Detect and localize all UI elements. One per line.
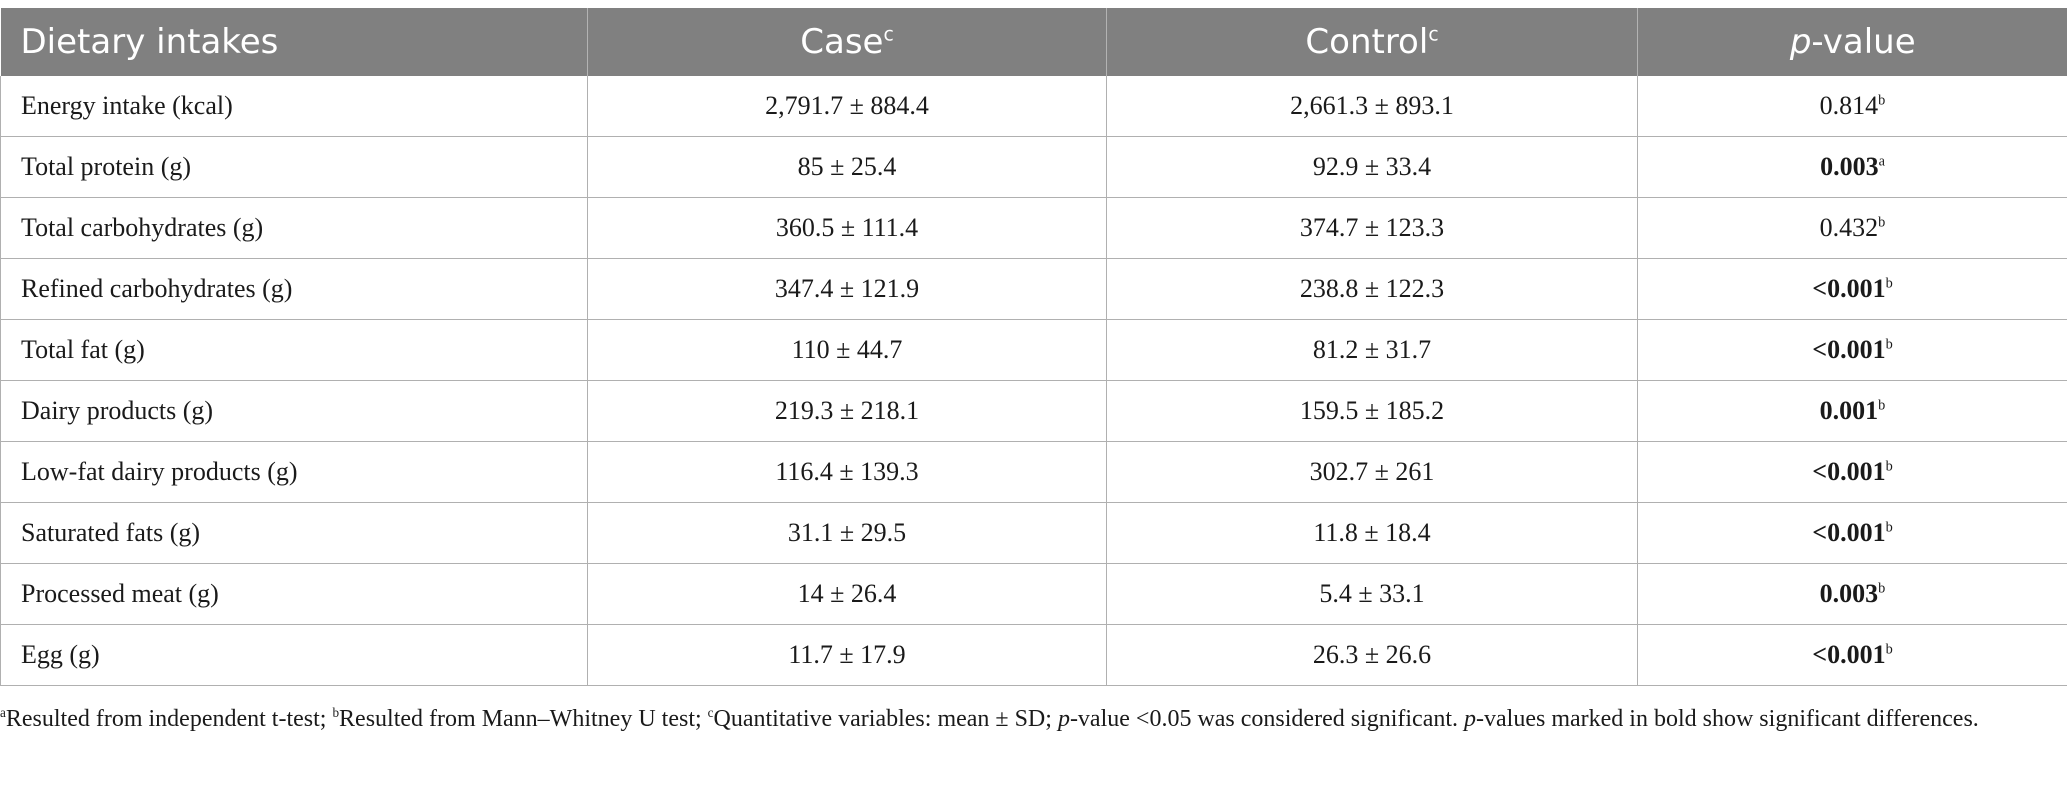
row-label: Dairy products (g) [0, 380, 588, 442]
table-row: Energy intake (kcal) 2,791.7 ± 884.4 2,661… [0, 76, 2067, 137]
control-value: 81.2 ± 31.7 [1106, 319, 1638, 381]
row-label: Total fat (g) [0, 319, 588, 381]
table-row: Refined carbohydrates (g) 347.4 ± 121.9 23… [0, 258, 2067, 320]
control-value: 5.4 ± 33.1 [1106, 563, 1638, 625]
row-label: Total carbohydrates (g) [0, 197, 588, 259]
table-footnote: aResulted from independent t-test; bResu… [0, 705, 1979, 732]
control-value: 26.3 ± 26.6 [1106, 624, 1638, 686]
case-value: 31.1 ± 29.5 [587, 502, 1107, 564]
p-value: <0.001b [1637, 502, 2067, 564]
header-case: Casec [587, 8, 1107, 76]
table-header: Dietary intakes Casec Controlc p-value [0, 8, 2067, 76]
header-row: Dietary intakes Casec Controlc p-value [0, 8, 2067, 76]
control-value: 159.5 ± 185.2 [1106, 380, 1638, 442]
p-value: <0.001b [1637, 319, 2067, 381]
control-value: 92.9 ± 33.4 [1106, 136, 1638, 198]
control-value: 2,661.3 ± 893.1 [1106, 76, 1638, 137]
table-body: Energy intake (kcal) 2,791.7 ± 884.4 2,661… [0, 76, 2067, 686]
header-p-value: p-value [1637, 8, 2067, 76]
header-control: Controlc [1106, 8, 1638, 76]
p-value: 0.432b [1637, 197, 2067, 259]
table-row: Processed meat (g) 14 ± 26.4 5.4 ± 33.1 0.0… [0, 563, 2067, 625]
row-label: Saturated fats (g) [0, 502, 588, 564]
row-label: Low-fat dairy products (g) [0, 441, 588, 503]
row-label: Egg (g) [0, 624, 588, 686]
p-value: 0.003a [1637, 136, 2067, 198]
header-dietary-intakes: Dietary intakes [0, 8, 588, 76]
case-value: 2,791.7 ± 884.4 [587, 76, 1107, 137]
table-row: Total protein (g) 85 ± 25.4 92.9 ± 33.4 0.0… [0, 136, 2067, 198]
p-value: 0.003b [1637, 563, 2067, 625]
table-row: Saturated fats (g) 31.1 ± 29.5 11.8 ± 18.4… [0, 502, 2067, 564]
row-label: Refined carbohydrates (g) [0, 258, 588, 320]
p-value: <0.001b [1637, 624, 2067, 686]
control-value: 374.7 ± 123.3 [1106, 197, 1638, 259]
case-value: 85 ± 25.4 [587, 136, 1107, 198]
case-value: 110 ± 44.7 [587, 319, 1107, 381]
control-value: 302.7 ± 261 [1106, 441, 1638, 503]
case-value: 360.5 ± 111.4 [587, 197, 1107, 259]
table-row: Dairy products (g) 219.3 ± 218.1 159.5 ± 1… [0, 380, 2067, 442]
table-row: Low-fat dairy products (g) 116.4 ± 139.3 3… [0, 441, 2067, 503]
p-value: 0.001b [1637, 380, 2067, 442]
dietary-intakes-table: Dietary intakes Casec Controlc p-value E… [0, 8, 2067, 686]
p-value: <0.001b [1637, 441, 2067, 503]
table-row: Egg (g) 11.7 ± 17.9 26.3 ± 26.6 <0.001b [0, 624, 2067, 686]
row-label: Processed meat (g) [0, 563, 588, 625]
control-value: 11.8 ± 18.4 [1106, 502, 1638, 564]
case-value: 347.4 ± 121.9 [587, 258, 1107, 320]
control-value: 238.8 ± 122.3 [1106, 258, 1638, 320]
case-value: 116.4 ± 139.3 [587, 441, 1107, 503]
row-label: Total protein (g) [0, 136, 588, 198]
case-value: 219.3 ± 218.1 [587, 380, 1107, 442]
table-row: Total carbohydrates (g) 360.5 ± 111.4 374.… [0, 197, 2067, 259]
p-value: 0.814b [1637, 76, 2067, 137]
p-value: <0.001b [1637, 258, 2067, 320]
row-label: Energy intake (kcal) [0, 76, 588, 137]
case-value: 14 ± 26.4 [587, 563, 1107, 625]
case-value: 11.7 ± 17.9 [587, 624, 1107, 686]
table-row: Total fat (g) 110 ± 44.7 81.2 ± 31.7 <0.001… [0, 319, 2067, 381]
